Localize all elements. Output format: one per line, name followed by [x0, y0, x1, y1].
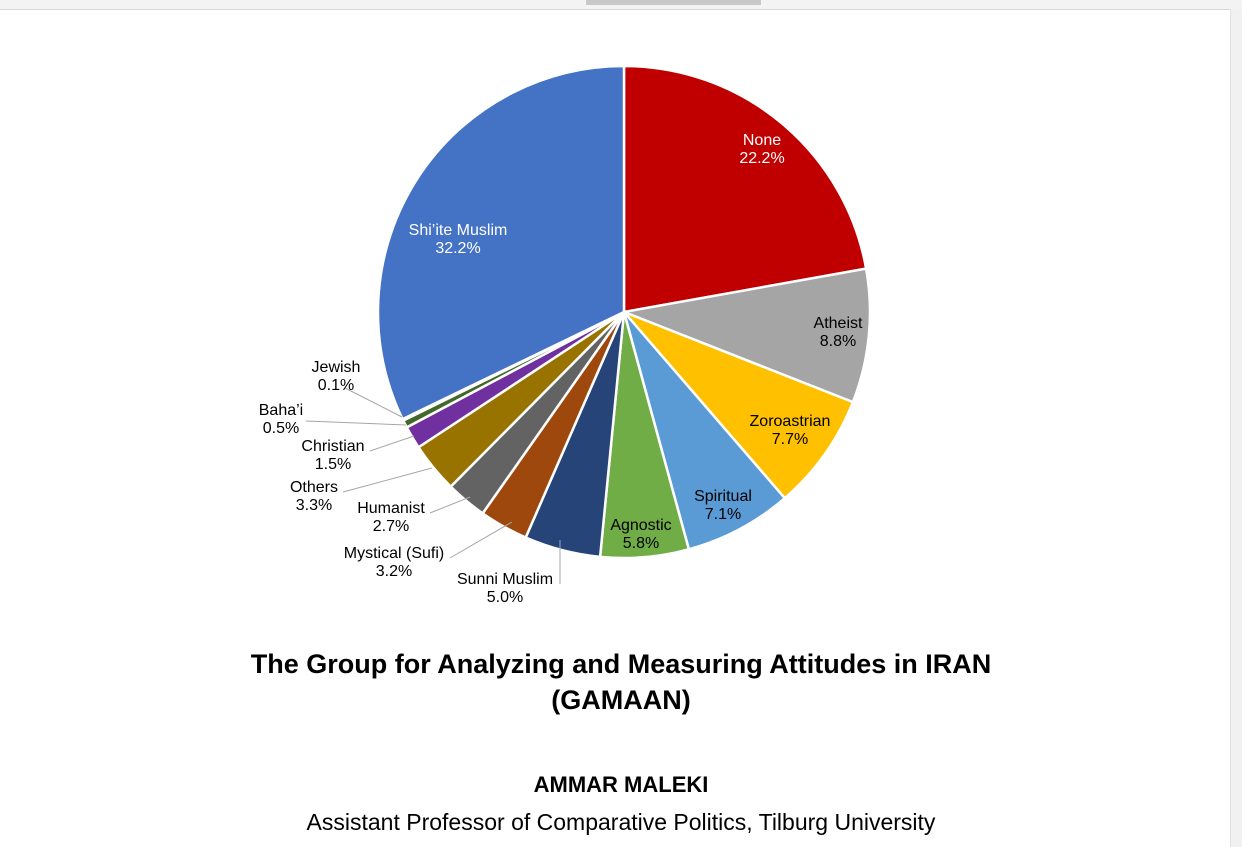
leader-line-humanist: [429, 496, 471, 514]
leader-line-mystical-sufi: [449, 521, 513, 559]
pie-slices: [376, 64, 872, 560]
leader-line-christian: [369, 435, 415, 452]
slice-label-humanist: Humanist 2.7%: [357, 500, 425, 535]
slice-label-baha-i: Baha’i 0.5%: [259, 402, 303, 437]
slice-label-name: Sunni Muslim: [457, 571, 553, 588]
slice-label-value: 22.2%: [739, 150, 784, 167]
slice-label-atheist: Atheist 8.8%: [814, 315, 863, 350]
pie-slice-zoroastrian: [622, 310, 855, 500]
pie-slice-none: [622, 64, 868, 314]
slice-label-others: Others 3.3%: [290, 479, 338, 514]
window-top-bar: [0, 0, 1242, 10]
slice-label-agnostic: Agnostic 5.8%: [610, 517, 671, 552]
pie-slice-spiritual: [622, 310, 787, 551]
slice-label-value: 7.1%: [705, 506, 741, 523]
slice-label-name: Agnostic: [610, 517, 671, 534]
slice-label-shi-ite-muslim: Shi’ite Muslim 32.2%: [409, 222, 508, 257]
slice-label-value: 1.5%: [315, 456, 351, 473]
slice-label-value: 32.2%: [435, 240, 480, 257]
slice-label-name: Jewish: [312, 359, 361, 376]
slice-label-name: Mystical (Sufi): [344, 545, 444, 562]
leader-line-others: [342, 467, 433, 493]
slice-label-christian: Christian 1.5%: [301, 438, 364, 473]
slice-label-none: None 22.2%: [739, 132, 784, 167]
title-line-1: The Group for Analyzing and Measuring At…: [250, 649, 992, 679]
leader-line-jewish: [344, 387, 403, 418]
slice-label-name: Atheist: [814, 315, 863, 332]
slice-label-value: 0.5%: [263, 420, 299, 437]
slice-label-value: 7.7%: [772, 431, 808, 448]
slice-label-value: 0.1%: [318, 377, 354, 394]
slice-label-name: Humanist: [357, 500, 425, 517]
religion-pie-chart: None 22.2% Atheist 8.8% Zoroastrian 7.7% Spiri…: [259, 64, 872, 606]
author-affiliation: Assistant Professor of Comparative Polit…: [306, 809, 936, 835]
title-line-2: (GAMAAN): [551, 685, 691, 715]
slice-label-value: 5.8%: [623, 535, 659, 552]
slice-label-name: Zoroastrian: [750, 413, 831, 430]
vertical-scrollbar[interactable]: [1230, 9, 1242, 847]
slice-label-name: Christian: [301, 438, 364, 455]
slice-labels: None 22.2% Atheist 8.8% Zoroastrian 7.7% Spiri…: [259, 132, 863, 606]
slice-label-name: Shi’ite Muslim: [409, 222, 508, 239]
leader-lines: [305, 387, 561, 584]
slice-label-name: None: [743, 132, 781, 149]
scroll-tab[interactable]: [586, 0, 761, 5]
pie-slice-atheist: [622, 267, 872, 404]
slice-label-name: Baha’i: [259, 402, 303, 419]
slice-label-value: 5.0%: [487, 589, 523, 606]
slice-label-spiritual: Spiritual 7.1%: [694, 488, 752, 523]
slice-label-value: 3.2%: [376, 563, 412, 580]
slice-label-name: Spiritual: [694, 488, 752, 505]
slice-label-sunni-muslim: Sunni Muslim 5.0%: [457, 571, 553, 606]
slice-label-mystical-sufi: Mystical (Sufi) 3.2%: [344, 545, 444, 580]
leader-line-baha-i: [305, 420, 407, 426]
pie-slice-shi-ite-muslim: [376, 64, 626, 421]
slice-label-jewish: Jewish 0.1%: [312, 359, 361, 394]
author-name: AMMAR MALEKI: [533, 772, 709, 797]
slice-label-value: 2.7%: [373, 518, 409, 535]
slice-label-zoroastrian: Zoroastrian 7.7%: [750, 413, 831, 448]
slice-label-name: Others: [290, 479, 338, 496]
page-title: The Group for Analyzing and Measuring At…: [0, 646, 1242, 718]
slice-label-value: 8.8%: [820, 333, 856, 350]
slice-label-value: 3.3%: [296, 497, 332, 514]
